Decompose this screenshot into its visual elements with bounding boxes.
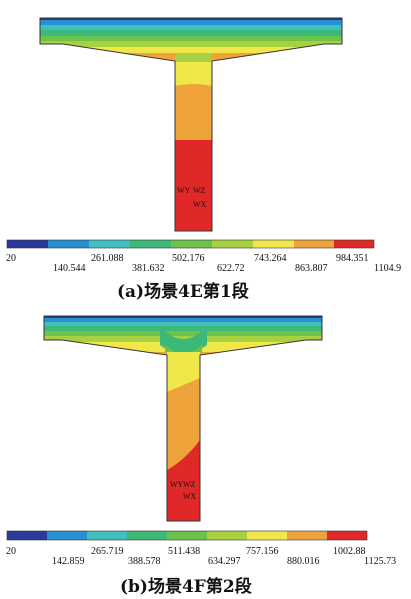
legend-tick-b-3: 265.719 <box>91 546 124 557</box>
axis-label-wy-a: WY <box>177 186 191 195</box>
panel-a: WY WZ WX 20 261.088 502.176 743.264 984.… <box>6 17 401 302</box>
legend-tick-a-4: 381.632 <box>132 263 165 274</box>
legend-tick-b-8: 880.016 <box>287 556 320 567</box>
axis-label-wz-a: WZ <box>193 186 206 195</box>
axis-label-wy-b: WY <box>170 480 184 489</box>
legend-tick-a-10: 1104.9 <box>374 263 401 274</box>
legend-tick-a-9: 984.351 <box>336 253 369 264</box>
legend-tick-a-2: 140.544 <box>53 263 86 274</box>
legend-tick-a-1: 20 <box>6 253 16 264</box>
legend-tick-a-5: 502.176 <box>172 253 205 264</box>
legend-tick-a-8: 863.807 <box>295 263 328 274</box>
legend-tick-b-7: 757.156 <box>246 546 279 557</box>
legend-tick-a-3: 261.088 <box>91 253 124 264</box>
legend-tick-b-4: 388.578 <box>128 556 161 567</box>
legend-tick-b-6: 634.297 <box>208 556 241 567</box>
legend-tick-b-5: 511.438 <box>168 546 200 557</box>
legend-tick-b-10: 1125.73 <box>364 556 396 567</box>
caption-b: (b)场景4F第2段 <box>120 576 252 597</box>
contour-plot-b <box>44 316 322 521</box>
legend-tick-b-2: 142.859 <box>52 556 85 567</box>
legend-colorbar-a <box>6 239 375 249</box>
axis-label-wx-a: WX <box>193 200 207 209</box>
caption-a: (a)场景4E第1段 <box>117 281 249 302</box>
legend-tick-a-6: 622.72 <box>217 263 245 274</box>
axis-label-wz-b: WZ <box>183 480 196 489</box>
legend-tick-b-9: 1002.88 <box>333 546 366 557</box>
legend-tick-a-7: 743.264 <box>254 253 287 264</box>
panel-b: WY WZ WX 20 265.719 511.438 757.156 1002… <box>6 315 396 597</box>
legend-tick-b-1: 20 <box>6 546 16 557</box>
axis-label-wx-b: WX <box>183 492 197 501</box>
legend-colorbar-b <box>6 530 368 541</box>
